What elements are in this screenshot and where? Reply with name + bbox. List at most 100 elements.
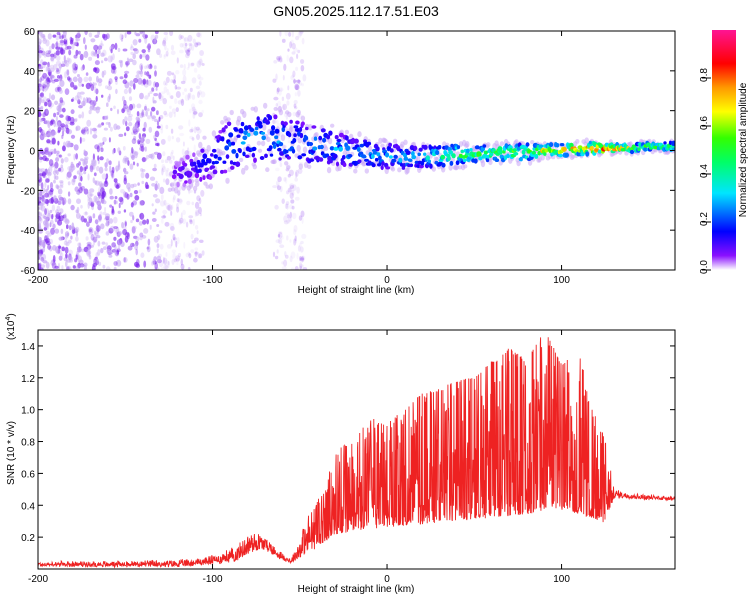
- spectrogram-ridge-cell: [348, 162, 353, 167]
- x-tick-label: 0: [384, 275, 390, 286]
- spectrogram-noise-blob: [193, 144, 196, 152]
- spectrogram-noise-blob: [166, 167, 170, 172]
- spectrogram-noise-blob: [162, 209, 168, 215]
- spectrogram-noise-blob: [116, 259, 122, 267]
- spectrogram-noise-blob: [124, 32, 127, 39]
- spectrogram-noise-blob: [45, 217, 49, 222]
- spectrogram-noise-blob: [57, 188, 63, 195]
- spectrogram-noise-blob: [108, 227, 114, 234]
- spectrogram-noise-blob: [298, 31, 303, 36]
- spectrogram-noise-blob: [101, 70, 105, 78]
- spectrogram-noise-blob: [71, 44, 75, 50]
- spectrogram-noise-blob: [66, 45, 72, 50]
- spectrogram-noise-blob: [90, 200, 95, 208]
- spectrogram-noise-blob: [74, 95, 80, 101]
- spectrogram-noise-blob: [272, 251, 276, 258]
- spectrogram-noise-blob: [125, 61, 129, 68]
- spectrogram-noise-blob: [38, 134, 42, 138]
- spectrogram-noise-blob: [103, 127, 108, 131]
- y-tick-label: 0.4: [21, 501, 35, 512]
- spectrogram-noise-blob: [104, 177, 108, 185]
- spectrogram-noise-blob: [109, 218, 114, 224]
- spectrogram-noise-blob: [127, 160, 130, 166]
- spectrogram-noise-blob: [187, 48, 191, 52]
- spectrogram-noise-blob: [146, 245, 151, 253]
- spectrogram-noise-blob: [49, 245, 53, 252]
- spectrogram-noise-blob: [136, 103, 142, 109]
- spectrogram-noise-blob: [180, 98, 185, 106]
- spectrogram-noise-blob: [93, 172, 97, 177]
- spectrogram-noise-blob: [92, 134, 98, 139]
- spectrogram-ridge-cell: [308, 142, 314, 146]
- spectrogram-noise-blob: [190, 62, 195, 66]
- spectrogram-noise-blob: [296, 186, 300, 194]
- spectrogram-noise-blob: [110, 67, 116, 74]
- spectrogram-noise-blob: [61, 100, 66, 106]
- spectrogram-noise-blob: [165, 82, 168, 86]
- spectrogram-ridge-cell: [403, 156, 408, 161]
- spectrogram-noise-blob: [275, 103, 278, 107]
- spectrogram-noise-blob: [99, 211, 103, 216]
- spectrogram-noise-blob: [294, 196, 300, 201]
- spectrogram-noise-blob: [70, 161, 74, 166]
- spectrogram-noise-blob: [293, 238, 297, 246]
- spectrogram-noise-blob: [192, 111, 198, 115]
- spectrogram-noise-blob: [133, 83, 136, 90]
- spectrogram-noise-blob: [175, 70, 180, 75]
- spectrogram-noise-blob: [90, 38, 96, 43]
- spectrogram-noise-blob: [171, 72, 175, 76]
- spectrogram-noise-blob: [96, 53, 100, 59]
- spectrogram-ridge-cell: [364, 158, 369, 162]
- spectrogram-noise-blob: [281, 198, 285, 204]
- spectrogram-noise-blob: [156, 224, 160, 227]
- spectrogram-noise-blob: [48, 159, 54, 167]
- spectrogram-noise-blob: [285, 212, 290, 216]
- spectrogram-ridge-halo: [397, 167, 402, 173]
- spectrogram-noise-blob: [76, 251, 79, 256]
- spectrogram-noise-blob: [70, 204, 75, 211]
- spectrogram-noise-blob: [49, 120, 54, 126]
- spectrogram-noise-blob: [171, 249, 177, 253]
- spectrogram-noise-blob: [196, 133, 200, 140]
- spectrogram-ridge-cell: [460, 149, 464, 154]
- spectrogram-noise-blob: [44, 208, 47, 216]
- spectrogram-noise-blob: [289, 56, 294, 64]
- spectrogram-noise-blob: [170, 239, 173, 247]
- spectrogram-noise-blob: [161, 91, 165, 95]
- spectrogram-noise-blob: [146, 64, 151, 69]
- spectrogram-noise-blob: [42, 198, 46, 202]
- spectrogram-noise-blob: [86, 119, 92, 127]
- svg-text:(x104): (x104): [5, 313, 17, 340]
- spectrogram-noise-blob: [42, 82, 46, 86]
- spectrogram-noise-blob: [38, 101, 41, 107]
- spectrogram-noise-blob: [160, 138, 166, 145]
- spectrogram-ridge-cell: [318, 157, 324, 162]
- spectrogram-heatmap: [38, 31, 675, 270]
- spectrogram-noise-blob: [99, 43, 104, 47]
- spectrogram-noise-blob: [88, 56, 93, 61]
- spectrogram-noise-blob: [73, 153, 76, 161]
- spectrogram-noise-blob: [102, 115, 105, 120]
- spectrogram-noise-blob: [45, 108, 49, 114]
- spectrogram-ridge-cell: [483, 150, 489, 155]
- spectrogram-noise-blob: [51, 213, 54, 220]
- spectrogram-ridge-cell: [414, 160, 419, 165]
- spectrogram-noise-blob: [182, 75, 187, 83]
- spectrogram-noise-blob: [172, 252, 176, 260]
- spectrogram-noise-blob: [38, 107, 41, 111]
- spectrogram-noise-blob: [184, 42, 188, 47]
- spectrogram-ridge-cell: [494, 158, 500, 162]
- spectrogram-noise-blob: [156, 48, 161, 56]
- spectrogram-noise-blob: [286, 190, 290, 195]
- spectrogram-noise-blob: [91, 204, 94, 211]
- spectrogram-noise-blob: [161, 164, 166, 170]
- spectrogram-ridge-cell: [506, 153, 510, 159]
- spectrogram-noise-blob: [289, 192, 294, 199]
- spectrogram-ridge-cell: [192, 152, 196, 157]
- spectrogram-noise-blob: [162, 40, 167, 47]
- spectrogram-noise-blob: [284, 177, 288, 184]
- spectrogram-noise-blob: [48, 128, 52, 135]
- spectrogram-noise-blob: [291, 42, 296, 50]
- spectrogram-ridge-cell: [448, 150, 454, 155]
- spectrogram-noise-blob: [164, 113, 169, 117]
